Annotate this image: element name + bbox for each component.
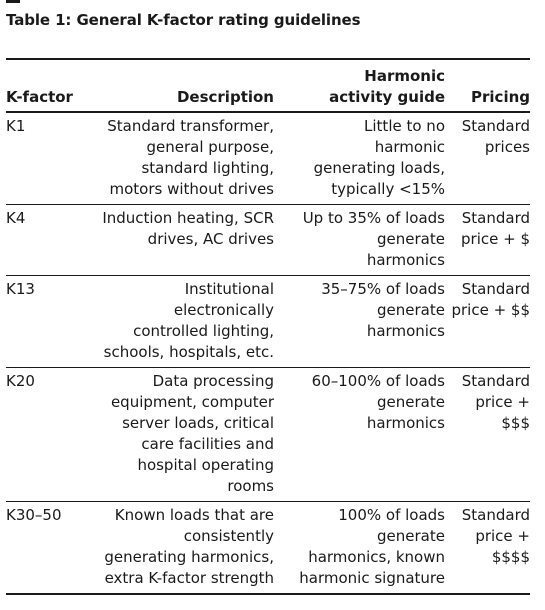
- cell-text-line: $$$$: [491, 548, 530, 566]
- header-description: Description: [81, 60, 277, 113]
- cell-text-line: controlled lighting,: [133, 322, 274, 340]
- cell-text-line: 100% of loads: [338, 506, 445, 524]
- cell-pricing: Standard price + $: [449, 204, 530, 276]
- cell-text-line: harmonics: [366, 322, 445, 340]
- cell-text-line: equipment, computer: [110, 393, 274, 411]
- cell-text-line: generating harmonics,: [104, 548, 274, 566]
- cell-text-line: price + $: [461, 230, 530, 248]
- cell-text-line: server loads, critical: [122, 414, 274, 432]
- cell-text-line: K30–50: [6, 506, 62, 524]
- cell-text-line: consistently: [183, 527, 274, 545]
- cell-text-line: K4: [6, 209, 26, 227]
- cell-text-line: generate: [377, 230, 445, 248]
- cell-text-line: drives, AC drives: [147, 230, 274, 248]
- cell-text-line: Standard: [461, 209, 530, 227]
- cell-text-line: generate: [377, 527, 445, 545]
- cell-text-line: Standard: [461, 117, 530, 135]
- cell-text-line: typically <15%: [331, 180, 445, 198]
- cell-text-line: Data processing: [152, 372, 274, 390]
- cell-harmonic-activity: 35–75% of loads generate harmonics: [277, 275, 449, 368]
- cell-k-factor: K4: [6, 204, 81, 276]
- cell-text-line: activity guide: [329, 88, 445, 106]
- cell-text-line: Standard: [461, 372, 530, 390]
- cell-text-line: K20: [6, 372, 35, 390]
- cell-text-line: K13: [6, 280, 35, 298]
- cell-text-line: Description: [176, 88, 274, 106]
- cell-text-line: standard lighting,: [141, 159, 274, 177]
- top-rule-mark: [6, 0, 20, 3]
- cell-harmonic-activity: Little to no harmonic generating loads, typ…: [277, 112, 449, 205]
- cell-description: Induction heating, SCR drives, AC drives: [81, 204, 277, 276]
- cell-text-line: electronically: [173, 301, 274, 319]
- header-k-factor: K-factor: [6, 60, 81, 113]
- cell-text-line: price +: [475, 393, 530, 411]
- cell-text-line: Institutional: [184, 280, 274, 298]
- cell-pricing: Standard price + $$$$: [449, 501, 530, 595]
- table-row: K20 Data processing equipment, computer se…: [6, 367, 530, 502]
- cell-text-line: rooms: [227, 477, 274, 495]
- header-pricing: Pricing: [449, 60, 530, 113]
- cell-k-factor: K20: [6, 367, 81, 502]
- cell-text-line: Little to no: [364, 117, 445, 135]
- cell-text-line: harmonic: [374, 138, 445, 156]
- cell-text-line: price + $$: [451, 301, 530, 319]
- cell-text-line: Pricing: [471, 88, 530, 106]
- cell-text-line: schools, hospitals, etc.: [103, 343, 274, 361]
- cell-text-line: hospital operating: [137, 456, 274, 474]
- cell-description: Institutional electronically controlled li…: [81, 275, 277, 368]
- cell-text-line: Induction heating, SCR: [102, 209, 274, 227]
- cell-description: Standard transformer, general purpose, sta…: [81, 112, 277, 205]
- k-factor-guidelines-table: K-factor Description Harmonic activity gu…: [6, 60, 530, 595]
- cell-text-line: $$$: [501, 414, 530, 432]
- cell-text-line: K-factor: [6, 88, 73, 106]
- cell-text-line: harmonic signature: [299, 569, 445, 587]
- cell-text-line: care facilities and: [141, 435, 274, 453]
- cell-text-line: harmonics, known: [308, 548, 445, 566]
- cell-text-line: prices: [484, 138, 530, 156]
- cell-description: Known loads that are consistently generati…: [81, 501, 277, 595]
- cell-pricing: Standard prices: [449, 112, 530, 205]
- cell-harmonic-activity: 100% of loads generate harmonics, known har…: [277, 501, 449, 595]
- cell-text-line: general purpose,: [146, 138, 275, 156]
- table-title: Table 1: General K-factor rating guideli…: [6, 11, 361, 29]
- cell-text-line: generate: [377, 393, 445, 411]
- cell-text-line: K1: [6, 117, 26, 135]
- cell-text-line: 60–100% of loads: [311, 372, 445, 390]
- table-header-row: K-factor Description Harmonic activity gu…: [6, 60, 530, 113]
- cell-k-factor: K30–50: [6, 501, 81, 595]
- cell-pricing: Standard price + $$$: [449, 367, 530, 502]
- cell-text-line: 35–75% of loads: [321, 280, 445, 298]
- cell-k-factor: K1: [6, 112, 81, 205]
- table-row: K30–50 Known loads that are consistently g…: [6, 501, 530, 595]
- table-row: K4 Induction heating, SCR drives, AC driv…: [6, 204, 530, 276]
- cell-text-line: price +: [475, 527, 530, 545]
- cell-text-line: Standard transformer,: [107, 117, 274, 135]
- cell-harmonic-activity: 60–100% of loads generate harmonics: [277, 367, 449, 502]
- cell-text-line: harmonics: [366, 251, 445, 269]
- cell-text-line: Harmonic: [364, 67, 445, 85]
- cell-description: Data processing equipment, computer server…: [81, 367, 277, 502]
- cell-pricing: Standard price + $$: [449, 275, 530, 368]
- cell-text-line: Standard: [461, 280, 530, 298]
- cell-text-line: Up to 35% of loads: [302, 209, 445, 227]
- cell-text-line: Standard: [461, 506, 530, 524]
- cell-text-line: generate: [377, 301, 445, 319]
- guidelines-table-container: K-factor Description Harmonic activity gu…: [6, 58, 530, 595]
- cell-text-line: Known loads that are: [114, 506, 274, 524]
- cell-text-line: motors without drives: [109, 180, 274, 198]
- cell-text-line: harmonics: [366, 414, 445, 432]
- cell-k-factor: K13: [6, 275, 81, 368]
- table-row: K1 Standard transformer, general purpose,…: [6, 112, 530, 205]
- cell-harmonic-activity: Up to 35% of loads generate harmonics: [277, 204, 449, 276]
- cell-text-line: generating loads,: [313, 159, 445, 177]
- table-row: K13 Institutional electronically controlle…: [6, 275, 530, 368]
- header-harmonic-activity-guide: Harmonic activity guide: [277, 60, 449, 113]
- cell-text-line: extra K-factor strength: [104, 569, 274, 587]
